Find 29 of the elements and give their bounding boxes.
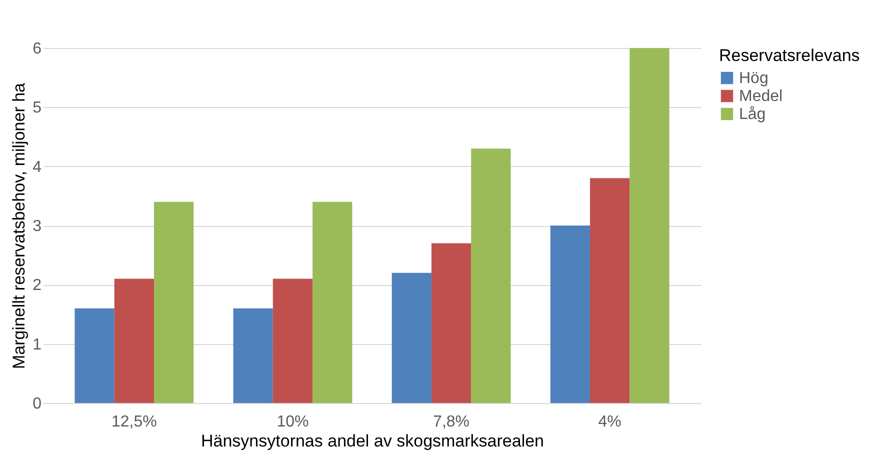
bar [154,202,194,403]
legend-title: Reservatsrelevans [719,46,860,65]
bar [630,48,670,403]
bar [550,226,590,403]
bar [114,278,154,403]
x-axis-title: Hänsynsytornas andel av skogsmarksarealen [200,432,544,450]
x-tick-label: 12,5% [111,414,157,430]
y-tick-label: 0 [32,396,42,412]
bar [272,278,313,403]
bar [74,308,114,403]
legend-label: Låg [739,106,766,123]
y-tick-label: 4 [32,158,42,176]
y-tick-label: 1 [32,336,42,354]
y-tick-label: 6 [32,40,42,58]
y-tick-label: 2 [32,277,42,294]
legend-label: Medel [739,88,783,105]
legend-label: Hög [739,70,768,87]
x-tick-label: 4% [598,414,622,430]
bar [392,272,432,403]
bar [590,178,630,403]
bar [233,308,273,403]
bar [431,243,472,403]
y-tick-label: 3 [32,218,42,235]
x-tick-label: 10% [276,414,309,430]
y-tick-label: 5 [32,100,42,117]
bar [471,148,511,403]
y-axis-title: Marginellt reservatsbehov, miljoner ha [10,82,29,369]
x-tick-label: 7,8% [433,414,470,430]
bar [312,202,352,403]
